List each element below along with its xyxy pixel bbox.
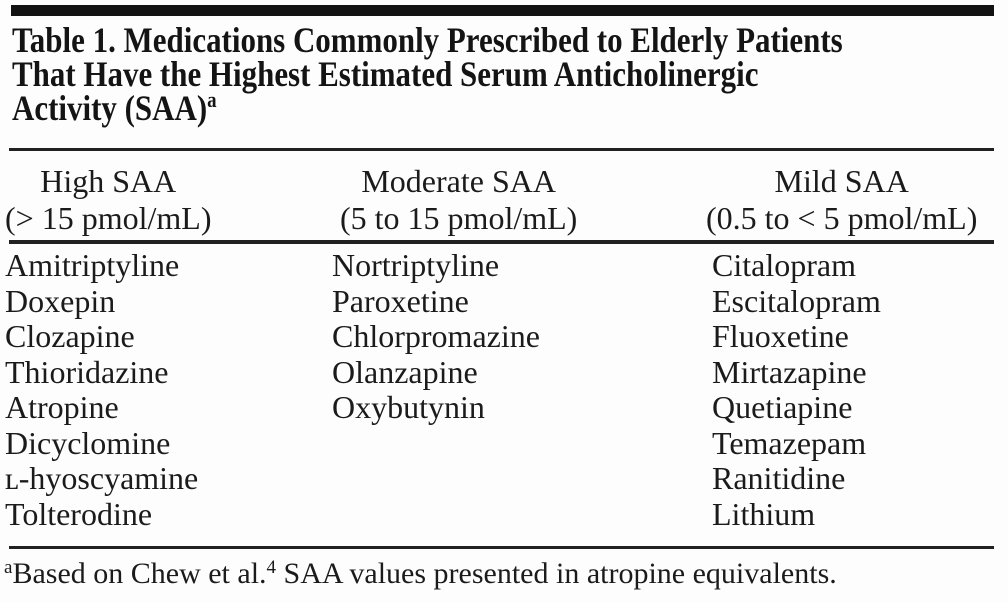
drug-cell: Doxepin (5, 282, 116, 319)
drug-cell: Lithium (712, 495, 816, 532)
title-footnote-marker: a (207, 87, 217, 112)
medications-grid: Amitriptyline Nortriptyline Citalopram D… (4, 244, 1004, 532)
title-line-1: Table 1. Medications Commonly Prescribed… (12, 20, 843, 60)
drug-cell: Dicyclomine (5, 424, 171, 461)
drug-cell-empty (331, 497, 711, 533)
drug-cell: Quetiapine (712, 389, 853, 425)
drug-cell: Thioridazine (5, 353, 169, 390)
column-header-high-saa-text: High SAA (> 15 pmol/mL) (5, 163, 211, 237)
footnote-reference-number: 4 (266, 557, 277, 578)
drug-cell: Oxybutynin (332, 389, 485, 425)
drug-cell: Nortriptyline (332, 247, 500, 283)
drug-cell: Tolterodine (5, 495, 153, 532)
table-title: Table 1. Medications Commonly Prescribed… (12, 20, 869, 130)
drug-cell: Ranitidine (712, 460, 846, 496)
drug-cell: Amitriptyline (5, 247, 180, 283)
title-separator-rule (9, 148, 994, 151)
drug-cell: Temazepam (712, 424, 867, 461)
column-header-moderate-saa: Moderate SAA (5 to 15 pmol/mL) (331, 151, 711, 240)
header-range: (5 to 15 pmol/mL) (340, 200, 578, 236)
drug-cell: Mirtazapine (712, 353, 867, 390)
journal-table-figure: Table 1. Medications Commonly Prescribed… (0, 5, 1008, 602)
header-separator-rule (9, 240, 994, 244)
column-headers-row: High SAA (> 15 pmol/mL) Moderate SAA (5 … (4, 151, 1004, 240)
drug-cell: Fluoxetine (712, 318, 849, 354)
drug-cell: Chlorpromazine (332, 318, 540, 354)
column-header-high-saa: High SAA (> 15 pmol/mL) (4, 151, 331, 240)
footnote-marker: a (4, 557, 13, 578)
drug-cell-empty (331, 426, 711, 462)
column-header-mild-saa-text: Mild SAA (0.5 to < 5 pmol/mL) (706, 163, 977, 237)
top-rule-bar (11, 5, 994, 16)
footnote-text-before-ref: Based on Chew et al. (12, 557, 267, 590)
drug-cell: ʟ-hyoscyamine (5, 460, 199, 496)
drug-cell-empty (331, 461, 711, 497)
drug-cell: Olanzapine (332, 353, 478, 390)
drug-cell: Paroxetine (332, 282, 469, 319)
header-range: (> 15 pmol/mL) (5, 200, 212, 236)
header-label: Mild SAA (774, 163, 909, 199)
title-line-2: That Have the Highest Estimated Serum An… (12, 54, 759, 94)
footnote-text-after-ref: SAA values presented in atropine equival… (276, 557, 837, 590)
title-line-3: Activity (SAA)a (12, 87, 869, 130)
header-label: High SAA (40, 163, 177, 199)
drug-cell: Escitalopram (712, 282, 881, 319)
body-separator-rule (9, 546, 994, 549)
drug-cell: Citalopram (712, 247, 856, 283)
footnote: aBased on Chew et al.4 SAA values presen… (4, 557, 1000, 595)
drug-cell: Atropine (5, 389, 119, 425)
drug-cell: Clozapine (5, 318, 135, 354)
header-label: Moderate SAA (361, 163, 556, 199)
header-range: (0.5 to < 5 pmol/mL) (706, 200, 978, 236)
column-header-moderate-saa-text: Moderate SAA (5 to 15 pmol/mL) (340, 163, 577, 237)
title-line-3-text: Activity (SAA) (12, 88, 208, 128)
column-header-mild-saa: Mild SAA (0.5 to < 5 pmol/mL) (706, 151, 1004, 240)
